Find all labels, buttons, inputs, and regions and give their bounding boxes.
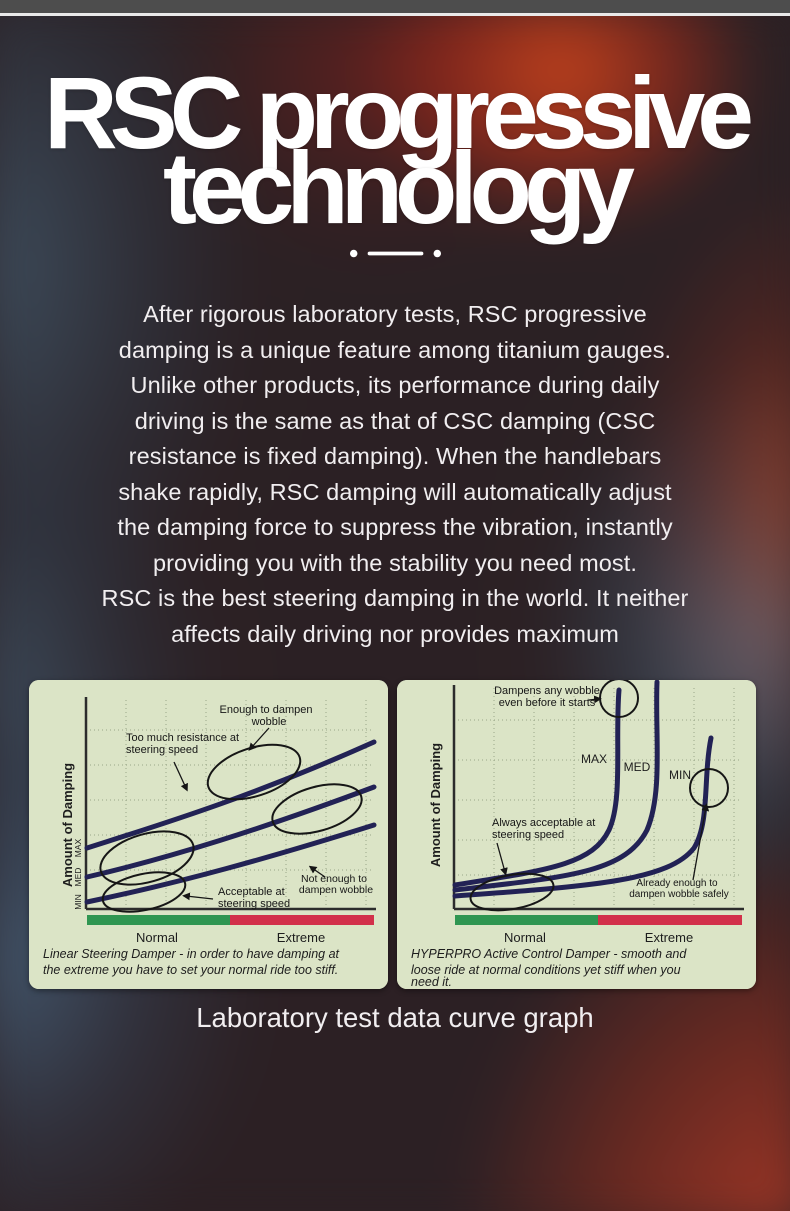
svg-text:Amount of Damping: Amount of Damping [428,743,443,867]
svg-text:MIN: MIN [73,894,83,910]
svg-text:Dampens any wobble: Dampens any wobble [494,685,600,697]
svg-text:Extreme: Extreme [277,930,325,945]
svg-text:dampen wobble: dampen wobble [299,884,373,896]
svg-text:even before it starts: even before it starts [499,697,596,709]
svg-text:Acceptable at: Acceptable at [218,886,285,898]
svg-text:Linear Steering Damper - in or: Linear Steering Damper - in order to hav… [43,947,340,961]
svg-text:steering speed: steering speed [492,829,564,841]
svg-text:Extreme: Extreme [645,930,693,945]
svg-text:dampen wobble safely: dampen wobble safely [629,889,729,900]
svg-text:Already enough to: Already enough to [636,878,718,889]
svg-text:MED: MED [624,760,651,774]
svg-text:Too much resistance at: Too much resistance at [126,732,239,744]
svg-text:Always acceptable at: Always acceptable at [492,817,595,829]
svg-text:MAX: MAX [581,752,607,766]
svg-text:MAX: MAX [73,838,83,857]
svg-text:HYPERPRO Active Control Damper: HYPERPRO Active Control Damper - smooth … [411,947,687,961]
svg-text:the extreme you have to set yo: the extreme you have to set your normal … [43,963,338,977]
svg-text:MIN: MIN [669,768,691,782]
svg-text:Normal: Normal [504,930,546,945]
svg-text:Enough to dampen: Enough to dampen [220,704,313,716]
svg-text:wobble: wobble [251,716,287,728]
svg-text:MED: MED [73,868,83,887]
svg-text:steering speed: steering speed [218,898,290,910]
svg-text:Normal: Normal [136,930,178,945]
svg-text:steering speed: steering speed [126,744,198,756]
svg-text:need it.: need it. [411,975,452,989]
